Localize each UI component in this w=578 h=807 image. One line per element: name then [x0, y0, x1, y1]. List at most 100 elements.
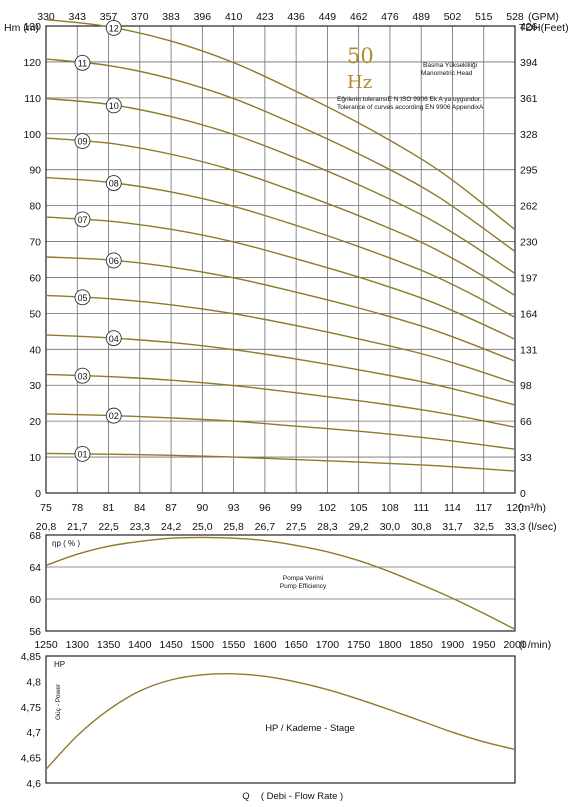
lsec-tick-label: 25,0 — [192, 521, 213, 533]
head-feet-tick-label: 328 — [520, 129, 538, 141]
gpm-tick-label: 396 — [194, 11, 212, 23]
head-legend-en: Manometric Head — [421, 70, 473, 77]
lsec-tick-label: 22,5 — [98, 521, 119, 533]
stage-label-text: 05 — [77, 293, 87, 303]
power-tick-label: 4,75 — [21, 702, 42, 714]
efficiency-panel: ηp ( % ) 56 60 64 68 1250 1300 1350 1400 1450 15… — [29, 530, 551, 651]
stage-label-text: 11 — [78, 58, 87, 68]
lsec-tick-label: 32,5 — [474, 521, 495, 533]
m3h-tick-label: 117 — [475, 502, 492, 514]
lmin-tick-label: 1550 — [222, 639, 246, 651]
head-panel: Hm (m) TDH(Feet) (GPM) (m³/h) (l/sec) 33… — [4, 11, 569, 533]
lmin-tick-label: 1500 — [191, 639, 215, 651]
efficiency-tick-label: 68 — [29, 530, 41, 542]
lmin-tick-label: 1850 — [410, 639, 434, 651]
head-feet-tick-label: 66 — [520, 416, 532, 428]
lmin-tick-label: 1800 — [378, 639, 402, 651]
head-right-axis-ticks: 0 33 66 98 131 164 197 230 262 295 328 361 394 426 — [520, 21, 538, 500]
lsec-tick-label: 26,7 — [255, 521, 276, 533]
lmin-tick-label: 1900 — [441, 639, 465, 651]
stage-label-marker — [105, 175, 122, 192]
lsec-tick-label: 30,8 — [411, 521, 432, 533]
stage-label-text: 10 — [109, 101, 119, 111]
gpm-tick-label: 449 — [319, 11, 337, 23]
power-curve — [45, 672, 516, 770]
stage-label-marker — [74, 289, 91, 306]
head-curve-stage-10 — [45, 97, 516, 275]
lmin-tick-label: 1950 — [472, 639, 496, 651]
head-bottom-axis-m3h-ticks: 75 78 81 84 87 90 93 96 99 102 105 108 111 114 117 120 — [40, 502, 524, 514]
stage-label-marker — [74, 211, 91, 228]
efficiency-axis-label: ηp ( % ) — [52, 539, 80, 548]
lmin-tick-label: 1350 — [97, 639, 121, 651]
m3h-tick-label: 93 — [228, 502, 240, 514]
flow-rate-label: ( Debi - Flow Rate ) — [261, 791, 343, 802]
frequency-number: 50 — [347, 44, 374, 68]
power-panel: HP Güç - Power 4,6 4,65 4,7 4,75 4,8 4,85 HP … — [21, 651, 516, 802]
power-tick-label: 4,85 — [21, 651, 42, 663]
m3h-tick-label: 90 — [196, 502, 208, 514]
head-curves: 01 02 03 04 05 06 07 08 09 10 11 12 — [45, 18, 516, 472]
power-tick-label: 4,6 — [26, 778, 41, 790]
stage-label-marker — [105, 330, 122, 347]
gpm-tick-label: 515 — [475, 11, 493, 23]
head-feet-tick-label: 98 — [520, 380, 532, 392]
power-tick-label: 4,65 — [21, 753, 42, 765]
head-left-axis-label: Hm (m) — [4, 22, 39, 34]
head-curve-stage-12 — [45, 18, 516, 231]
m3h-tick-label: 120 — [506, 502, 524, 514]
stage-label-text: 09 — [77, 137, 87, 147]
lmin-tick-label: 1300 — [66, 639, 90, 651]
head-legend-box: 50 Hz Basma Yüksekliliği Manometric Head… — [337, 44, 484, 111]
stage-label-marker — [74, 133, 91, 149]
lsec-axis-unit-label: (l/sec) — [528, 521, 557, 533]
head-curve-stage-05 — [45, 294, 516, 384]
m3h-tick-label: 78 — [71, 502, 83, 514]
m3h-tick-label: 99 — [290, 502, 302, 514]
gpm-tick-label: 436 — [287, 11, 305, 23]
head-m-tick-label: 70 — [29, 237, 41, 249]
lsec-tick-label: 20,8 — [36, 521, 57, 533]
lsec-tick-label: 30,0 — [380, 521, 401, 533]
m3h-tick-label: 96 — [259, 502, 271, 514]
efficiency-left-axis-ticks: 56 60 64 68 — [29, 530, 41, 638]
lsec-tick-label: 21,7 — [67, 521, 88, 533]
head-m-tick-label: 120 — [23, 57, 41, 69]
head-m-tick-label: 10 — [29, 452, 41, 464]
gpm-tick-label: 528 — [506, 11, 524, 23]
gpm-tick-label: 462 — [350, 11, 368, 23]
stage-label-marker — [74, 445, 91, 462]
stage-label-text: 08 — [109, 179, 119, 189]
head-feet-tick-label: 0 — [520, 488, 526, 500]
efficiency-bottom-lmin-ticks: 1250 1300 1350 1400 1450 1500 1550 1600 1650 1700… — [34, 639, 527, 651]
head-feet-tick-label: 131 — [520, 344, 538, 356]
head-m-tick-label: 100 — [23, 129, 41, 141]
stage-label-text: 07 — [77, 215, 87, 225]
top-axis-unit-label: (GPM) — [528, 11, 559, 23]
power-line — [45, 672, 516, 770]
efficiency-legend-tr: Pompa Verimi — [283, 575, 323, 582]
head-m-tick-label: 80 — [29, 201, 41, 213]
power-left-axis-ticks: 4,6 4,65 4,7 4,75 4,8 4,85 — [21, 651, 42, 790]
head-curve-stage-08 — [45, 176, 516, 318]
head-legend-tr: Basma Yüksekliliği — [423, 62, 477, 69]
lmin-tick-label: 1600 — [253, 639, 277, 651]
stage-label-text: 04 — [109, 334, 119, 344]
head-right-axis-label: TDH(Feet) — [519, 22, 569, 34]
lmin-tick-label: 1450 — [159, 639, 183, 651]
head-curve-stage-03 — [45, 373, 516, 428]
head-curve-stage-07 — [45, 216, 516, 340]
m3h-tick-label: 75 — [40, 502, 52, 514]
stage-label-text: 06 — [109, 256, 119, 266]
stage-label-marker — [74, 367, 91, 384]
head-feet-tick-label: 295 — [520, 165, 538, 177]
lsec-tick-label: 23,3 — [130, 521, 151, 533]
power-plot-frame — [45, 655, 516, 784]
gpm-tick-label: 423 — [256, 11, 274, 23]
head-curve-stage-04 — [45, 334, 516, 406]
efficiency-tick-label: 64 — [29, 562, 41, 574]
lsec-tick-label: 29,2 — [348, 521, 369, 533]
gpm-tick-label: 383 — [162, 11, 180, 23]
tolerance-note-tr: Eğrilerin toleransıE N ISO 9906 Ek A ya … — [337, 96, 482, 103]
bottom-axis-unit-label: (m³/h) — [518, 502, 546, 514]
